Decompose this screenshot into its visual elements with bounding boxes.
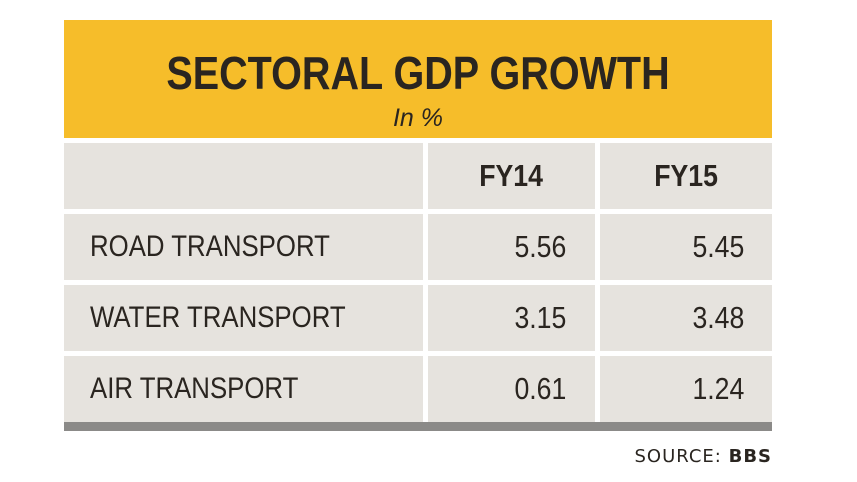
- table-bottom-bar: [64, 422, 772, 431]
- cell-value: 1.24: [599, 351, 772, 422]
- table-row: AIR TRANSPORT 0.61 1.24: [64, 351, 772, 422]
- cell-value: 3.48: [599, 280, 772, 351]
- column-header-fy14: FY14: [427, 138, 600, 209]
- cell-value: 0.61: [427, 351, 600, 422]
- data-table: FY14 FY15 ROAD TRANSPORT 5.56 5.45 WATER…: [64, 138, 772, 422]
- chart-title: SECTORAL GDP GROWTH: [166, 47, 670, 99]
- table-row: ROAD TRANSPORT 5.56 5.45: [64, 209, 772, 280]
- row-label: AIR TRANSPORT: [64, 351, 428, 422]
- header-cell-empty: [64, 138, 428, 209]
- table-row: WATER TRANSPORT 3.15 3.48: [64, 280, 772, 351]
- source-note: SOURCE: BBS: [634, 446, 772, 467]
- row-label: WATER TRANSPORT: [64, 280, 428, 351]
- cell-value: 3.15: [427, 280, 600, 351]
- source-value: BBS: [728, 446, 772, 467]
- table-header-banner: SECTORAL GDP GROWTH In %: [64, 20, 772, 138]
- cell-value: 5.56: [427, 209, 600, 280]
- chart-subtitle: In %: [392, 104, 444, 132]
- column-header-fy15: FY15: [599, 138, 772, 209]
- table-header-row: FY14 FY15: [64, 138, 772, 209]
- cell-value: 5.45: [599, 209, 772, 280]
- row-label: ROAD TRANSPORT: [64, 209, 428, 280]
- gdp-table-card: SECTORAL GDP GROWTH In % FY14 FY15 ROAD …: [64, 20, 772, 431]
- source-label: SOURCE:: [634, 446, 722, 467]
